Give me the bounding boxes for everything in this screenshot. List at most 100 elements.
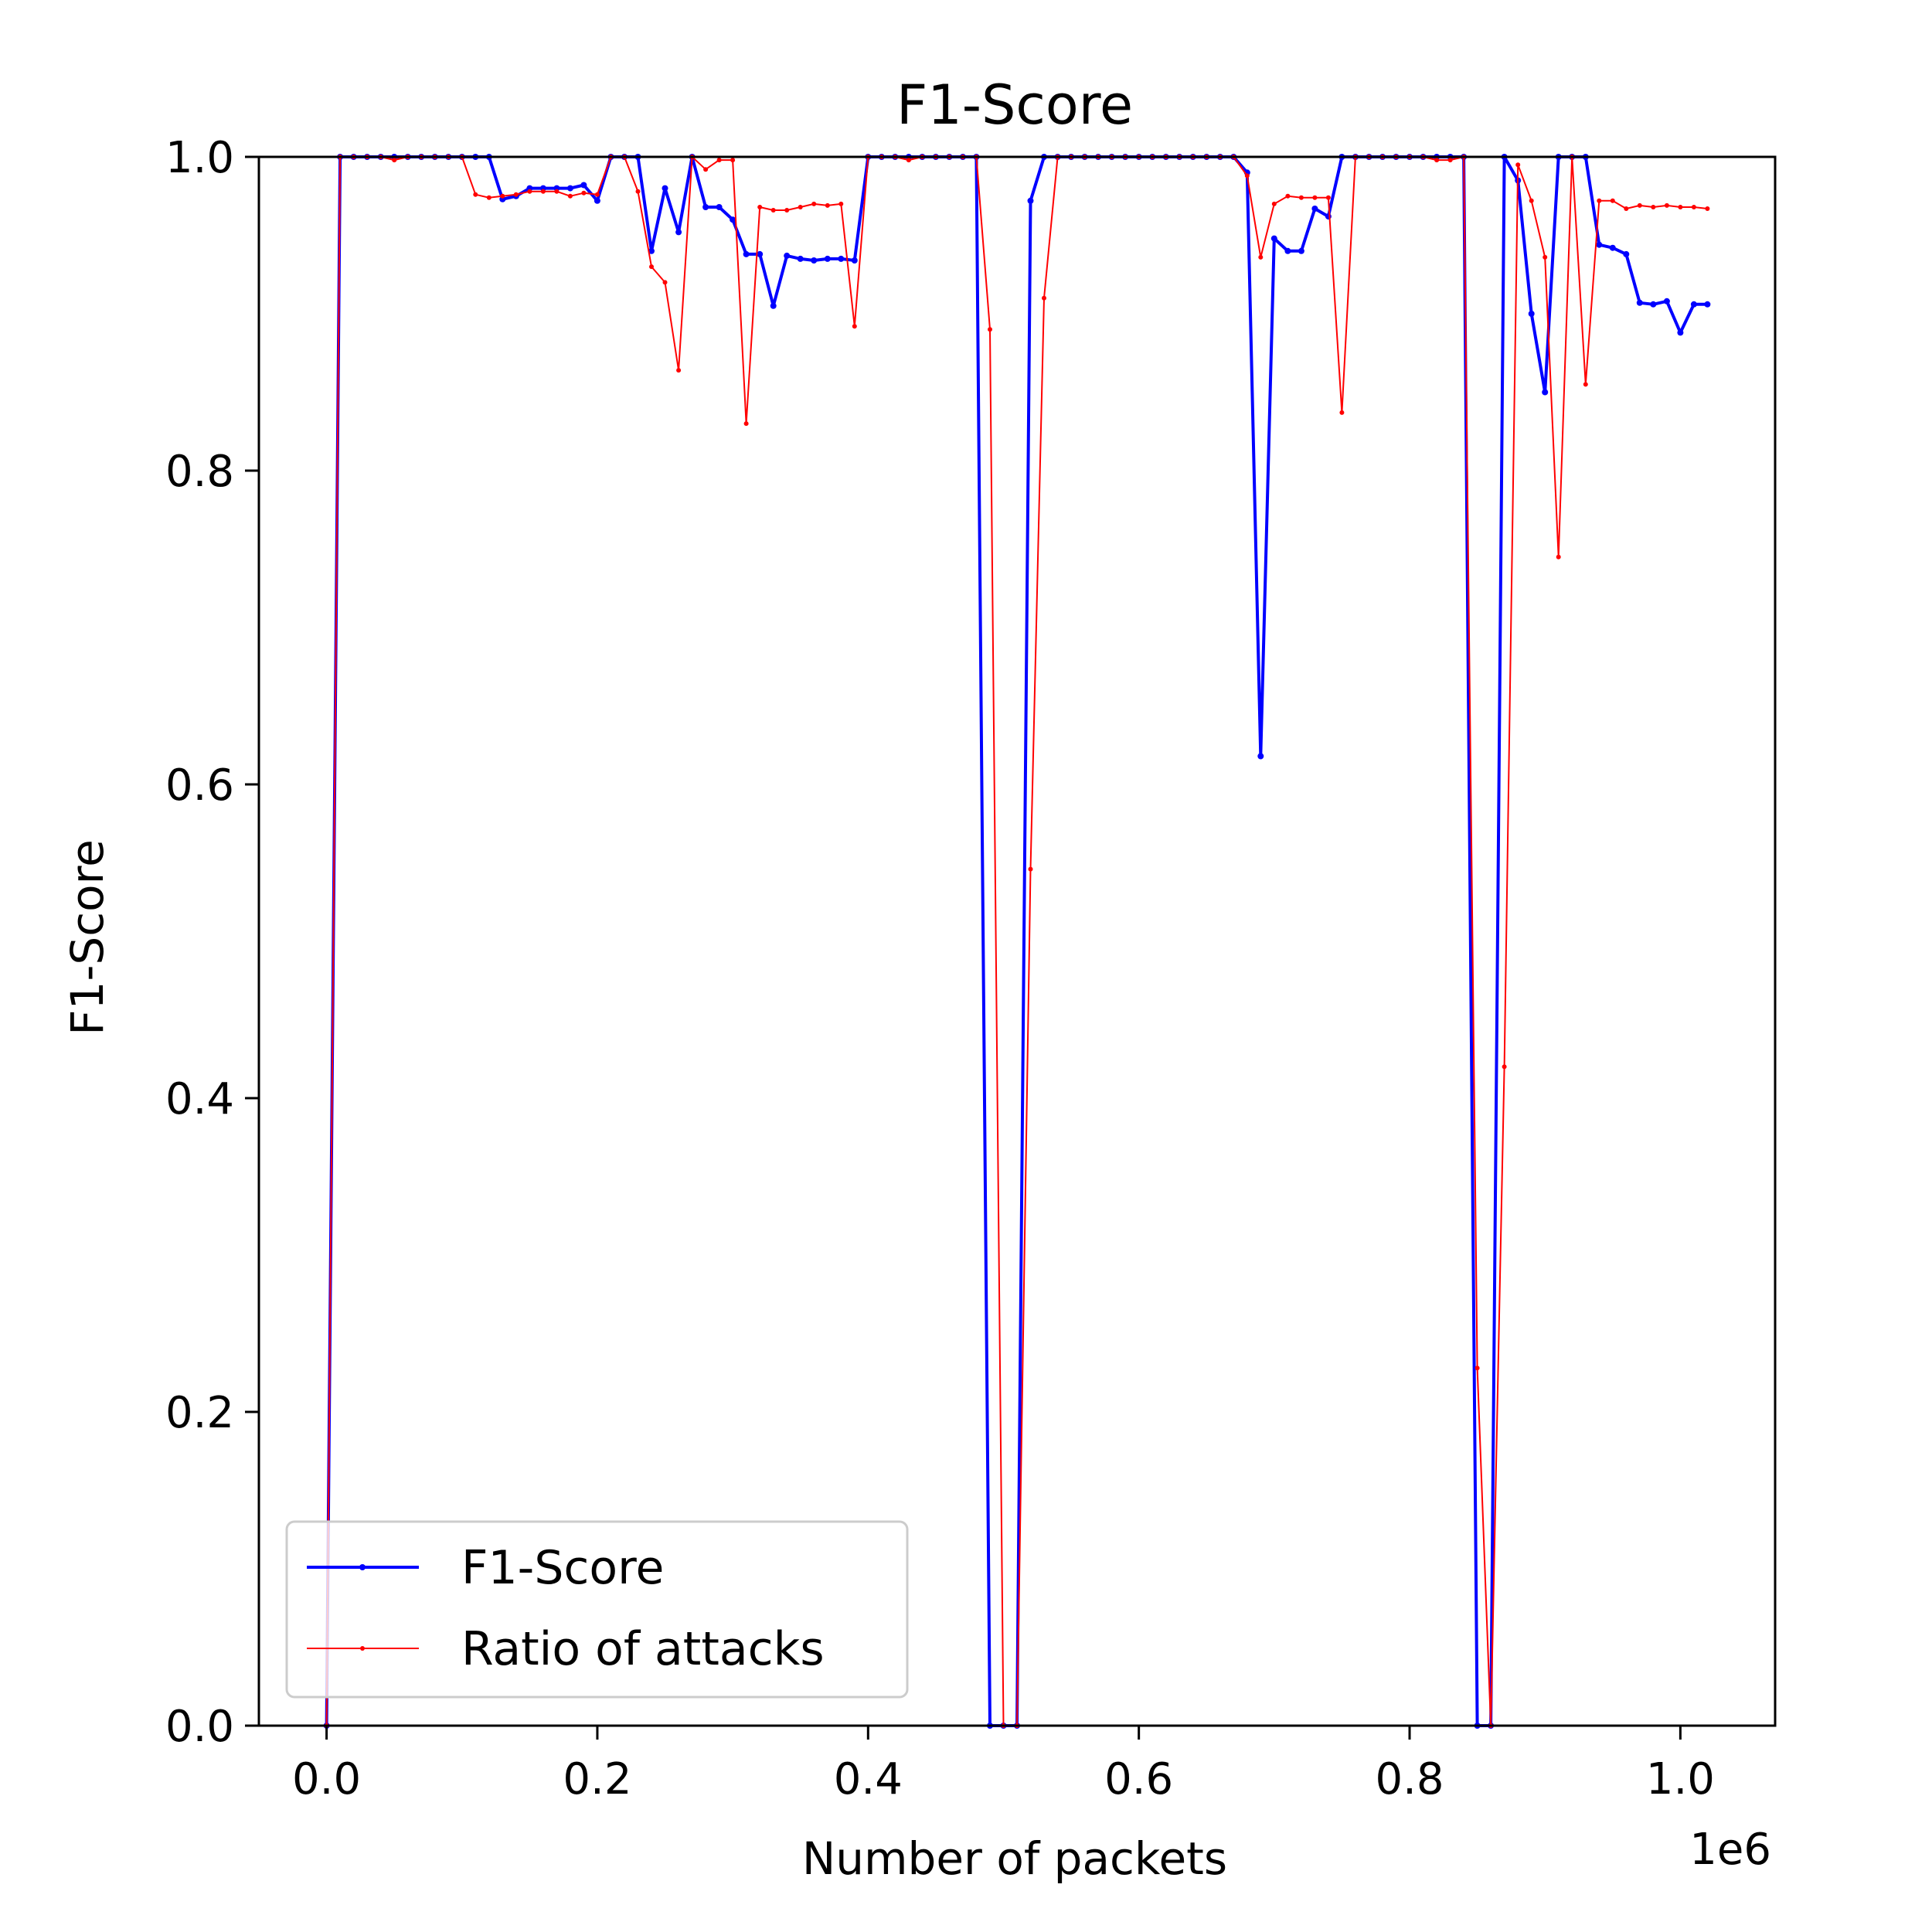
data-point-f1-score: [662, 185, 668, 192]
data-point-ratio-of-attacks: [770, 208, 776, 213]
data-point-f1-score: [824, 255, 831, 262]
data-point-f1-score: [702, 204, 709, 210]
data-point-ratio-of-attacks: [1637, 202, 1642, 208]
data-point-ratio-of-attacks: [540, 189, 546, 194]
data-point-f1-score: [784, 252, 791, 259]
data-point-ratio-of-attacks: [1258, 254, 1264, 260]
data-point-f1-score: [1609, 244, 1616, 251]
data-point-ratio-of-attacks: [594, 192, 600, 197]
data-point-f1-score: [1596, 241, 1603, 248]
data-point-ratio-of-attacks: [1543, 254, 1548, 260]
x-tick-label: 0.8: [1375, 1754, 1444, 1804]
data-point-ratio-of-attacks: [743, 421, 749, 427]
legend-frame: [285, 1520, 909, 1699]
data-point-ratio-of-attacks: [1529, 198, 1534, 203]
data-point-f1-score: [1325, 213, 1332, 220]
data-point-ratio-of-attacks: [1312, 195, 1318, 200]
data-point-f1-score: [716, 204, 723, 210]
x-tick-label: 0.0: [292, 1754, 361, 1804]
data-point-f1-score: [648, 247, 655, 254]
data-point-f1-score: [566, 185, 573, 192]
data-point-ratio-of-attacks: [1042, 295, 1046, 301]
data-point-f1-score: [580, 182, 587, 189]
data-point-ratio-of-attacks: [635, 189, 641, 194]
data-point-ratio-of-attacks: [1678, 205, 1683, 209]
data-point-f1-score: [1690, 301, 1697, 308]
data-point-f1-score: [1542, 389, 1549, 396]
data-point-f1-score: [838, 255, 845, 262]
y-axis-label: F1-Score: [61, 839, 114, 1036]
axes-layer: 0.0 0.2 0.4 0.6 0.8 1.0 0.0 0.2 0.4 0.6 0.8 1.0: [165, 133, 1777, 1804]
data-point-f1-score: [743, 250, 750, 257]
data-point-ratio-of-attacks: [500, 193, 505, 199]
data-point-ratio-of-attacks: [1285, 193, 1291, 199]
data-point-f1-score: [1298, 247, 1304, 254]
data-point-f1-score: [851, 257, 858, 264]
data-point-ratio-of-attacks: [825, 202, 830, 208]
data-point-ratio-of-attacks: [1597, 198, 1602, 203]
data-point-f1-score: [797, 255, 804, 262]
data-point-ratio-of-attacks: [554, 189, 560, 194]
data-point-ratio-of-attacks: [1298, 195, 1304, 200]
y-tick-label: 0.0: [165, 1702, 234, 1752]
series-line-f1-score: [325, 155, 1708, 1727]
data-point-ratio-of-attacks: [527, 189, 532, 194]
data-point-ratio-of-attacks: [1325, 195, 1331, 200]
y-tick-label: 0.6: [165, 760, 234, 811]
data-point-f1-score: [1270, 235, 1277, 242]
data-point-ratio-of-attacks: [392, 158, 397, 163]
data-point-ratio-of-attacks: [1556, 554, 1561, 560]
data-point-f1-score: [811, 257, 818, 264]
data-point-ratio-of-attacks: [1610, 198, 1615, 203]
data-point-ratio-of-attacks: [581, 190, 587, 196]
data-point-ratio-of-attacks: [1691, 205, 1696, 209]
plot-frame: [257, 155, 1777, 1727]
data-point-f1-score: [730, 216, 736, 223]
data-point-ratio-of-attacks: [784, 208, 790, 213]
data-point-ratio-of-attacks: [1651, 205, 1656, 209]
data-point-ratio-of-attacks: [1583, 382, 1588, 387]
data-point-ratio-of-attacks: [1705, 206, 1710, 211]
data-point-ratio-of-attacks: [838, 201, 844, 206]
data-point-f1-score: [770, 302, 777, 309]
x-tick-label: 0.2: [563, 1754, 631, 1804]
x-tick-label: 0.4: [834, 1754, 903, 1804]
chart-title: F1-Score: [896, 73, 1133, 137]
x-axis-label: Number of packets: [802, 1832, 1227, 1885]
data-point-ratio-of-attacks: [676, 368, 682, 373]
legend-label-ratio-of-attacks: Ratio of attacks: [461, 1622, 825, 1676]
data-point-ratio-of-attacks: [988, 327, 992, 332]
y-tick-label: 1.0: [165, 133, 234, 183]
data-point-f1-score: [1257, 753, 1264, 760]
x-tick-label: 1.0: [1646, 1754, 1715, 1804]
data-point-f1-score: [1027, 197, 1034, 204]
data-point-ratio-of-attacks: [473, 192, 478, 197]
data-point-ratio-of-attacks: [906, 158, 911, 163]
data-point-ratio-of-attacks: [811, 201, 817, 206]
data-point-f1-score: [1623, 250, 1630, 257]
data-point-ratio-of-attacks: [1502, 1064, 1507, 1070]
data-point-ratio-of-attacks: [1271, 201, 1277, 206]
data-point-ratio-of-attacks: [1339, 410, 1345, 415]
data-point-ratio-of-attacks: [798, 205, 803, 209]
data-point-ratio-of-attacks: [1447, 158, 1453, 163]
legend: F1-Score Ratio of attacks: [285, 1520, 909, 1699]
data-point-ratio-of-attacks: [703, 167, 709, 172]
data-point-ratio-of-attacks: [1515, 162, 1521, 168]
data-point-ratio-of-attacks: [716, 158, 722, 163]
data-point-ratio-of-attacks: [1028, 866, 1033, 872]
series-line-ratio-of-attacks: [325, 156, 1708, 1726]
data-point-ratio-of-attacks: [1624, 206, 1629, 211]
data-point-ratio-of-attacks: [730, 158, 736, 163]
data-point-f1-score: [1650, 301, 1657, 308]
series-f1-score: [323, 154, 1711, 1729]
y-tick-label: 0.2: [165, 1388, 234, 1438]
data-point-f1-score: [1528, 311, 1535, 317]
x-axis-offset-label: 1e6: [1689, 1825, 1771, 1875]
data-point-f1-score: [1677, 329, 1684, 336]
data-point-ratio-of-attacks: [649, 264, 654, 270]
data-point-f1-score: [1704, 301, 1711, 308]
y-tick-label: 0.8: [165, 447, 234, 497]
data-point-ratio-of-attacks: [852, 324, 857, 329]
